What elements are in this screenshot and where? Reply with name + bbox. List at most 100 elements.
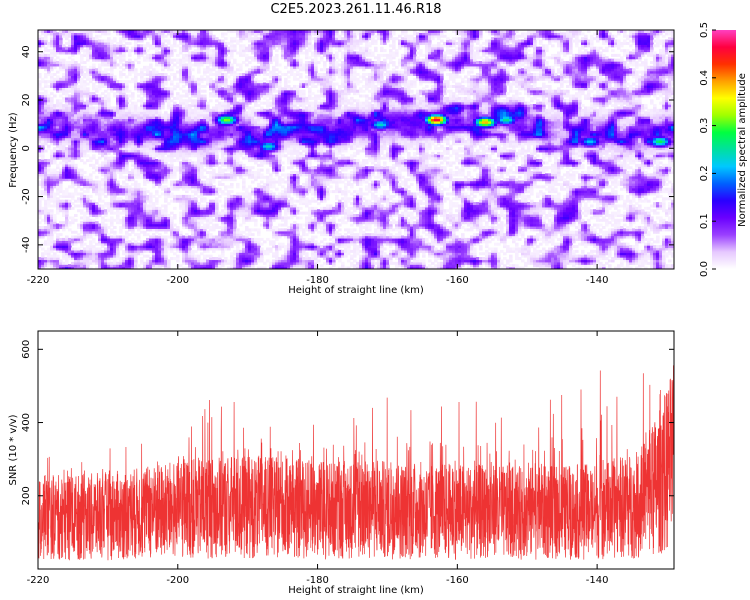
heatmap-cell <box>212 108 216 112</box>
heatmap-cell <box>59 178 63 182</box>
heatmap-cell <box>140 113 144 117</box>
heatmap-cell <box>182 147 186 151</box>
heatmap-cell <box>89 242 93 246</box>
heatmap-cell <box>197 92 201 96</box>
heatmap-cell <box>137 30 141 33</box>
heatmap-cell <box>188 142 192 146</box>
heatmap-cell <box>149 113 153 117</box>
heatmap-cell <box>194 32 198 36</box>
heatmap-cell <box>158 245 162 249</box>
heatmap-cell <box>56 125 60 129</box>
heatmap-cell <box>71 30 75 33</box>
heatmap-cell <box>209 264 213 268</box>
heatmap-cell <box>50 233 54 237</box>
heatmap-cell <box>203 214 207 218</box>
heatmap-cell <box>173 30 177 33</box>
heatmap-cell <box>131 92 135 96</box>
heatmap-cell <box>200 154 204 158</box>
heatmap-cell <box>80 209 84 213</box>
heatmap-cell <box>131 120 135 124</box>
heatmap-cell <box>209 175 213 179</box>
heatmap-cell <box>212 58 216 62</box>
heatmap-cell <box>107 225 111 229</box>
heatmap-cell <box>131 230 135 234</box>
heatmap-cell <box>200 187 204 191</box>
heatmap-cell <box>149 216 153 220</box>
heatmap-cell <box>80 194 84 198</box>
heatmap-cell <box>140 166 144 170</box>
heatmap-cell <box>77 116 81 120</box>
heatmap-cell <box>56 197 60 201</box>
heatmap-cell <box>44 142 48 146</box>
heatmap-cell <box>44 82 48 86</box>
heatmap-cell <box>188 175 192 179</box>
heatmap-cell <box>71 41 75 45</box>
heatmap-cell <box>107 254 111 258</box>
heatmap-cell <box>167 46 171 50</box>
heatmap-cell <box>191 30 195 33</box>
heatmap-cell <box>158 89 162 93</box>
heatmap-cell <box>122 259 126 263</box>
heatmap-cell <box>176 199 180 203</box>
heatmap-cell <box>137 130 141 134</box>
heatmap-cell <box>131 173 135 177</box>
heatmap-cell <box>194 101 198 105</box>
heatmap-cell <box>77 87 81 91</box>
heatmap-cell <box>56 147 60 151</box>
heatmap-cell <box>62 118 66 122</box>
heatmap-cell <box>152 73 156 77</box>
heatmap-cell <box>179 230 183 234</box>
heatmap-cell <box>128 116 132 120</box>
heatmap-cell <box>158 94 162 98</box>
heatmap-cell <box>95 111 99 115</box>
heatmap-cell <box>80 41 84 45</box>
heatmap-cell <box>77 259 81 263</box>
heatmap-cell <box>68 127 72 131</box>
heatmap-cell <box>38 127 42 131</box>
heatmap-cell <box>89 185 93 189</box>
heatmap-cell <box>215 87 219 91</box>
heatmap-cell <box>164 73 168 77</box>
heatmap-cell <box>140 80 144 84</box>
heatmap-cell <box>50 37 54 41</box>
heatmap-cell <box>80 266 84 269</box>
heatmap-cell <box>203 230 207 234</box>
heatmap-cell <box>65 218 69 222</box>
heatmap-cell <box>50 221 54 225</box>
heatmap-cell <box>104 94 108 98</box>
heatmap-cell <box>74 144 78 148</box>
heatmap-cell <box>140 30 144 33</box>
heatmap-cell <box>158 249 162 253</box>
heatmap-cell <box>110 266 114 269</box>
heatmap-cell <box>149 247 153 251</box>
heatmap-cell <box>116 87 120 91</box>
heatmap-cell <box>71 37 75 41</box>
heatmap-cell <box>149 44 153 48</box>
heatmap-cell <box>182 261 186 265</box>
heatmap-cell <box>209 209 213 213</box>
heatmap-cell <box>53 180 57 184</box>
heatmap-cell <box>74 125 78 129</box>
heatmap-cell <box>140 149 144 153</box>
heatmap-cell <box>155 32 159 36</box>
heatmap-cell <box>134 130 138 134</box>
heatmap-cell <box>119 168 123 172</box>
heatmap-cell <box>122 202 126 206</box>
heatmap-cell <box>179 142 183 146</box>
heatmap-cell <box>83 65 87 69</box>
heatmap-cell <box>71 135 75 139</box>
heatmap-cell <box>44 39 48 43</box>
heatmap-cell <box>38 149 42 153</box>
heatmap-cell <box>62 137 66 141</box>
heatmap-cell <box>203 113 207 117</box>
heatmap-cell <box>68 41 72 45</box>
heatmap-cell <box>98 75 102 79</box>
heatmap-cell <box>212 127 216 131</box>
heatmap-cell <box>134 214 138 218</box>
heatmap-cell <box>191 113 195 117</box>
heatmap-cell <box>44 252 48 256</box>
heatmap-cell <box>116 137 120 141</box>
heatmap-cell <box>173 185 177 189</box>
heatmap-cell <box>200 190 204 194</box>
heatmap-cell <box>128 249 132 253</box>
